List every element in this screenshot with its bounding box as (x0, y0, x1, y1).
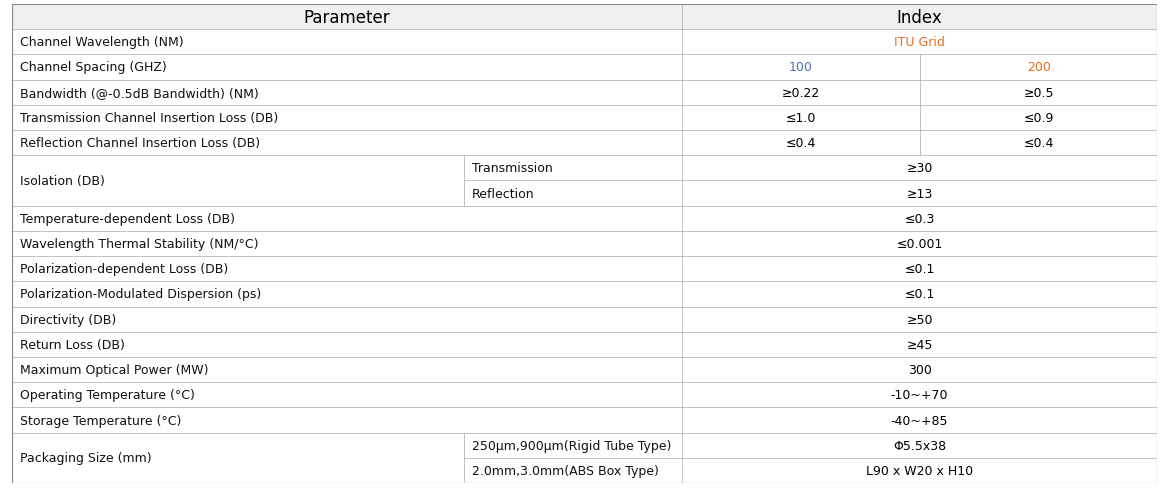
Text: ≤0.4: ≤0.4 (1024, 137, 1054, 150)
Text: ≥30: ≥30 (906, 162, 933, 175)
Bar (12, 105, 1157, 131)
Text: ≥50: ≥50 (906, 313, 933, 326)
Text: 2.0mm,3.0mm(ABS Box Type): 2.0mm,3.0mm(ABS Box Type) (472, 464, 659, 477)
Text: ≤0.1: ≤0.1 (905, 263, 935, 276)
Text: ITU Grid: ITU Grid (894, 36, 945, 49)
Bar (12, 55, 1157, 81)
Bar (12, 433, 1157, 483)
Text: 200: 200 (1026, 61, 1051, 74)
Text: Φ5.5x38: Φ5.5x38 (893, 439, 946, 452)
Bar (12, 257, 1157, 282)
Text: Temperature-dependent Loss (DB): Temperature-dependent Loss (DB) (20, 212, 235, 225)
Bar (12, 332, 1157, 357)
Bar (12, 407, 1157, 433)
Text: -40~+85: -40~+85 (891, 414, 948, 427)
Text: ≤0.3: ≤0.3 (905, 212, 935, 225)
Text: 100: 100 (789, 61, 812, 74)
Bar (12, 5, 1157, 30)
Text: ≤0.001: ≤0.001 (897, 238, 942, 250)
Bar (12, 81, 1157, 105)
Text: Wavelength Thermal Stability (NM/°C): Wavelength Thermal Stability (NM/°C) (20, 238, 258, 250)
Bar (12, 383, 1157, 407)
Text: Directivity (DB): Directivity (DB) (20, 313, 116, 326)
Bar (12, 156, 1157, 206)
Text: Channel Spacing (GHZ): Channel Spacing (GHZ) (20, 61, 166, 74)
Bar (12, 131, 1157, 156)
Text: Reflection: Reflection (472, 187, 535, 200)
Text: Reflection Channel Insertion Loss (DB): Reflection Channel Insertion Loss (DB) (20, 137, 260, 150)
Text: Operating Temperature (°C): Operating Temperature (°C) (20, 388, 194, 402)
Bar (12, 307, 1157, 332)
Text: Bandwidth (@-0.5dB Bandwidth) (NM): Bandwidth (@-0.5dB Bandwidth) (NM) (20, 86, 258, 100)
Text: Index: Index (897, 8, 942, 26)
Text: L90 x W20 x H10: L90 x W20 x H10 (866, 464, 973, 477)
Text: Maximum Optical Power (MW): Maximum Optical Power (MW) (20, 364, 208, 376)
Text: ≥13: ≥13 (906, 187, 933, 200)
Text: Transmission: Transmission (472, 162, 553, 175)
Text: ≥0.5: ≥0.5 (1024, 86, 1054, 100)
Text: 300: 300 (907, 364, 932, 376)
Bar (12, 206, 1157, 231)
Text: Polarization-dependent Loss (DB): Polarization-dependent Loss (DB) (20, 263, 228, 276)
Text: 250μm,900μm(Rigid Tube Type): 250μm,900μm(Rigid Tube Type) (472, 439, 672, 452)
Text: Storage Temperature (°C): Storage Temperature (°C) (20, 414, 181, 427)
Text: ≤0.4: ≤0.4 (786, 137, 816, 150)
Text: Parameter: Parameter (304, 8, 390, 26)
Text: ≤0.1: ≤0.1 (905, 288, 935, 301)
Bar (12, 30, 1157, 55)
Bar (12, 282, 1157, 307)
Text: ≤0.9: ≤0.9 (1024, 112, 1054, 124)
Bar (12, 231, 1157, 257)
Text: ≤1.0: ≤1.0 (786, 112, 816, 124)
Text: Channel Wavelength (NM): Channel Wavelength (NM) (20, 36, 184, 49)
Text: ≥45: ≥45 (906, 338, 933, 351)
Text: -10~+70: -10~+70 (891, 388, 948, 402)
Bar (12, 357, 1157, 383)
Text: Isolation (DB): Isolation (DB) (20, 175, 104, 187)
Text: ≥0.22: ≥0.22 (782, 86, 821, 100)
Text: Polarization-Modulated Dispersion (ps): Polarization-Modulated Dispersion (ps) (20, 288, 261, 301)
Text: Transmission Channel Insertion Loss (DB): Transmission Channel Insertion Loss (DB) (20, 112, 278, 124)
Text: Return Loss (DB): Return Loss (DB) (20, 338, 125, 351)
Text: Packaging Size (mm): Packaging Size (mm) (20, 451, 151, 465)
